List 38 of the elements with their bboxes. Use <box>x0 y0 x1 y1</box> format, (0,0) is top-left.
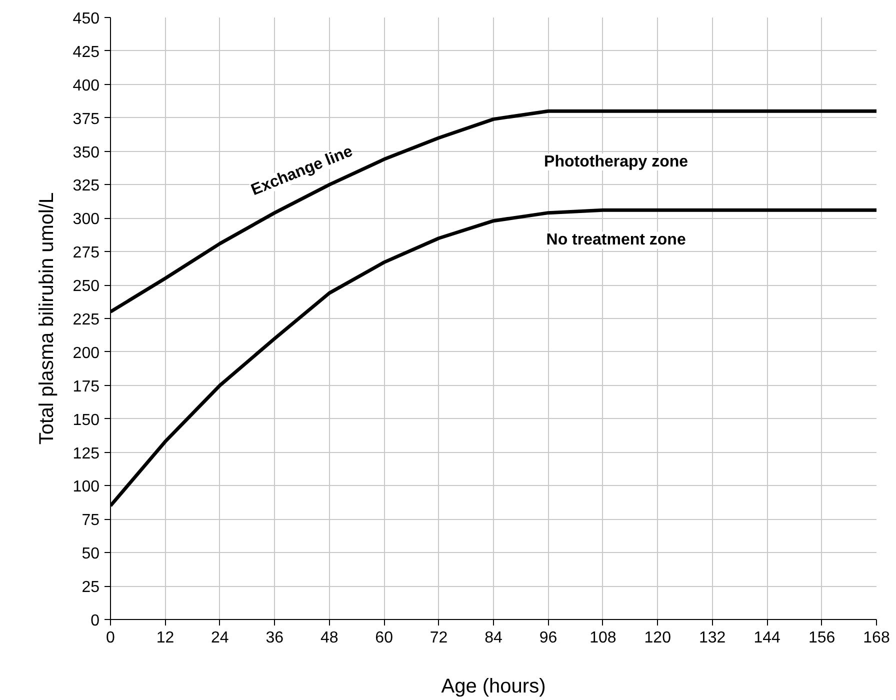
x-tick-label: 168 <box>863 630 890 646</box>
x-tick-label: 36 <box>266 630 284 646</box>
x-tick-label: 132 <box>699 630 726 646</box>
y-tick-label: 350 <box>72 144 100 162</box>
y-tick-label: 325 <box>72 178 100 195</box>
x-tick-label: 120 <box>644 630 672 646</box>
x-tick-label: 96 <box>539 630 558 646</box>
y-axis-title: Total plasma bilirubin umol/L <box>36 192 58 445</box>
annotation: Phototherapy zone <box>544 153 688 170</box>
y-tick-label: 150 <box>72 412 100 429</box>
y-tick-label: 125 <box>72 445 100 462</box>
y-tick-label: 175 <box>72 378 100 396</box>
annotation: No treatment zone <box>546 232 686 249</box>
x-axis-title: Age (hours) <box>441 676 546 698</box>
x-tick-label: 84 <box>484 630 502 646</box>
x-tick-label: 24 <box>211 630 229 646</box>
y-tick-label: 275 <box>72 244 100 262</box>
y-tick-label: 425 <box>72 44 100 61</box>
x-tick-label: 0 <box>106 630 116 646</box>
y-tick-label: 225 <box>72 312 100 328</box>
x-tick-label: 156 <box>808 630 836 646</box>
x-tick-label: 144 <box>754 630 781 646</box>
y-tick-label: 50 <box>82 546 100 563</box>
y-tick-label: 0 <box>90 612 100 630</box>
y-tick-label: 450 <box>72 10 100 28</box>
x-tick-label: 60 <box>375 630 394 646</box>
y-tick-label: 25 <box>82 579 100 596</box>
y-tick-label: 300 <box>72 211 100 228</box>
x-tick-label: 48 <box>320 630 338 646</box>
y-tick-label: 200 <box>72 344 100 362</box>
y-tick-label: 250 <box>72 278 100 296</box>
x-tick-label: 72 <box>430 630 448 646</box>
y-tick-label: 375 <box>72 110 100 128</box>
y-tick-label: 100 <box>72 478 100 496</box>
x-tick-label: 108 <box>590 630 616 646</box>
y-tick-label: 75 <box>82 512 100 530</box>
x-tick-label: 12 <box>156 630 174 646</box>
y-tick-label: 400 <box>72 77 100 94</box>
